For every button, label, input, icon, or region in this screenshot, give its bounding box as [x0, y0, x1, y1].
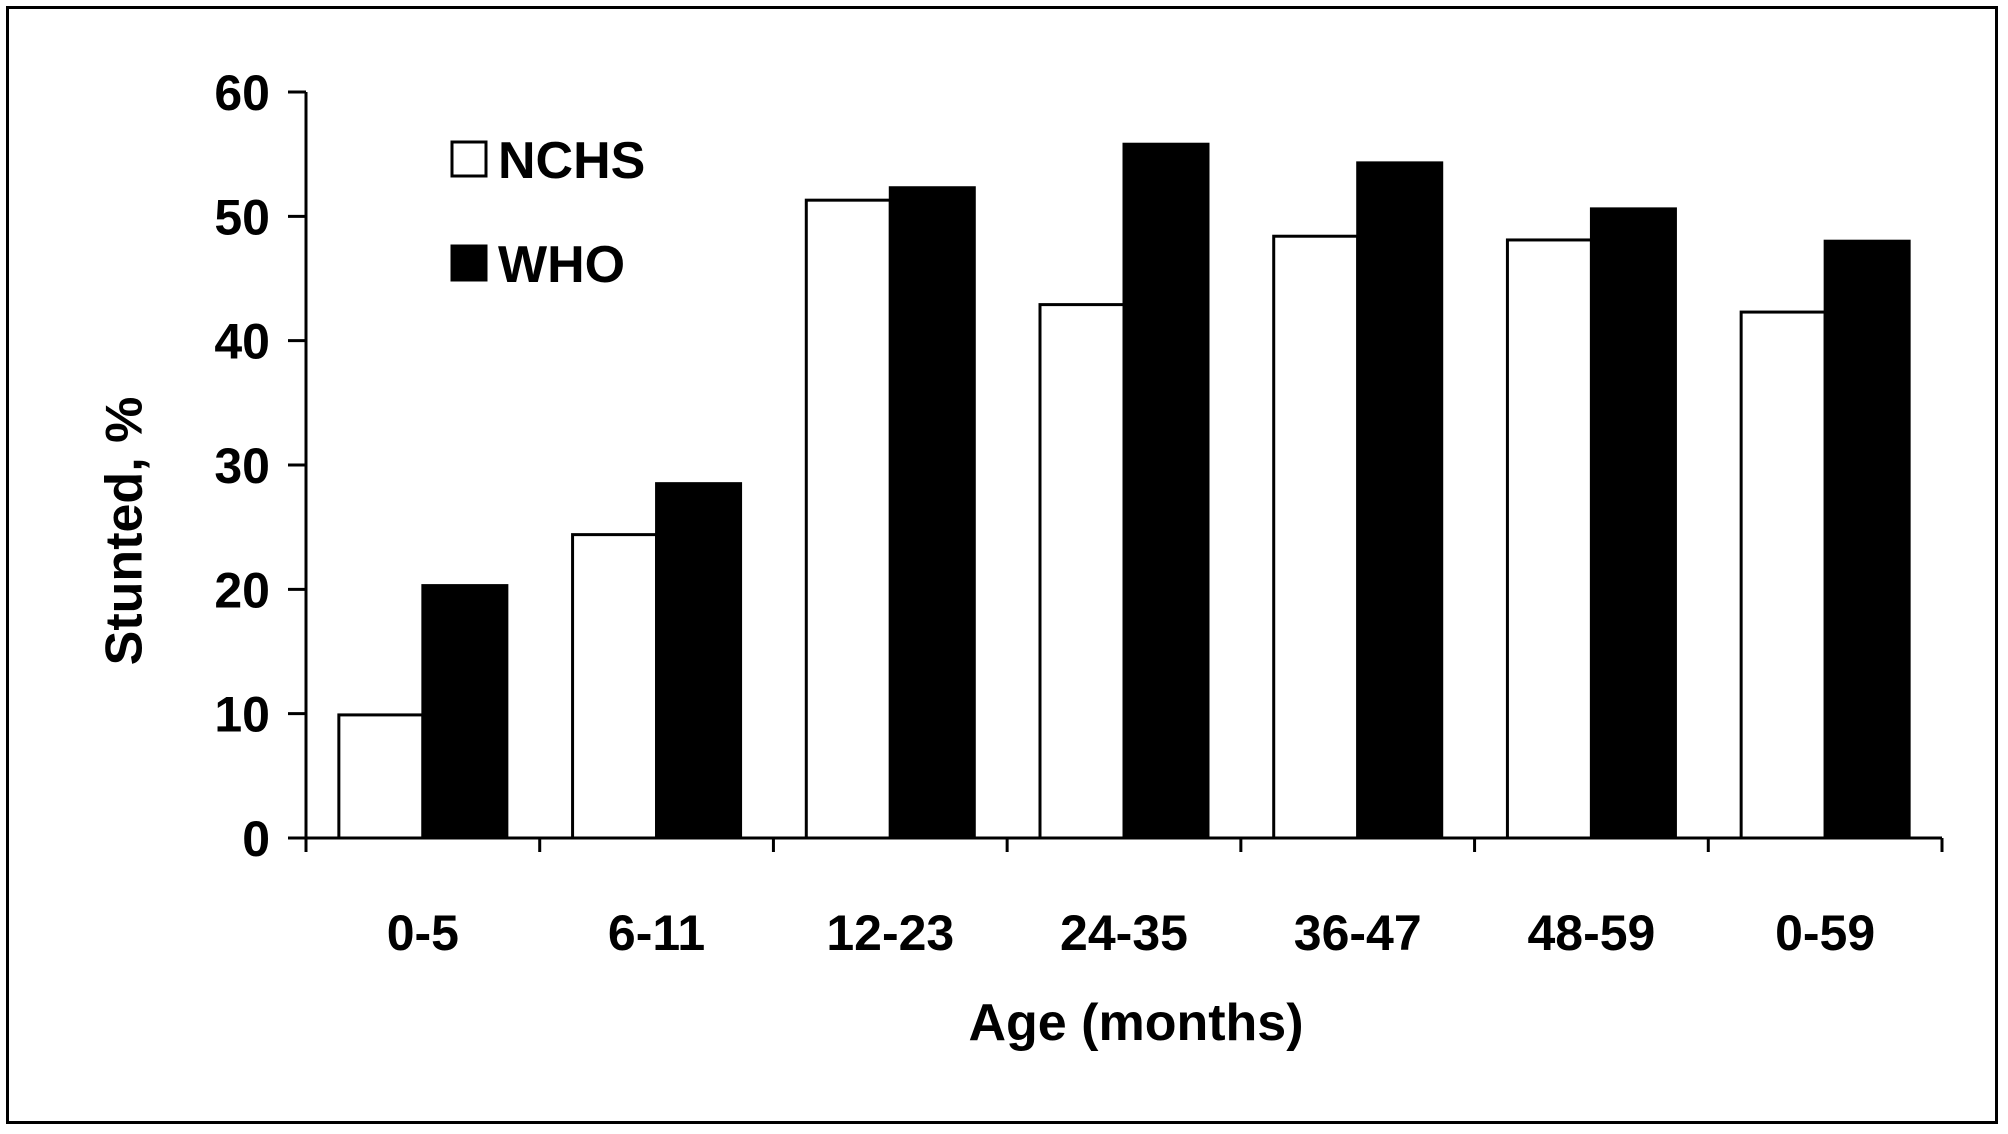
x-axis-title: Age (months): [968, 994, 1303, 1052]
y-tick-label: 30: [214, 438, 270, 494]
y-tick-label: 50: [214, 189, 270, 245]
y-tick-label: 20: [214, 562, 270, 618]
bar-nchs-36-47: [1272, 234, 1360, 840]
x-tick-label: 48-59: [1527, 905, 1655, 961]
y-tick-label: 40: [214, 314, 270, 370]
x-tick-label: 0-5: [387, 905, 459, 961]
bars-layer: [337, 142, 1911, 840]
bar-who-48-59: [1589, 207, 1677, 840]
bar-who-6-11: [655, 482, 743, 840]
bar-who-0-59: [1823, 239, 1911, 840]
y-tick-label: 10: [214, 687, 270, 743]
y-tick-label: 0: [242, 811, 270, 867]
x-tick-label: 36-47: [1294, 905, 1422, 961]
bar-who-12-23: [888, 186, 976, 840]
legend-label-who: WHO: [498, 236, 625, 294]
bar-nchs-24-35: [1038, 303, 1126, 840]
bar-nchs-6-11: [571, 533, 659, 840]
legend-swatch-nchs: [450, 140, 488, 178]
x-tick-label: 24-35: [1060, 905, 1188, 961]
bar-who-36-47: [1356, 161, 1444, 840]
legend-label-nchs: NCHS: [498, 132, 645, 190]
bar-nchs-0-5: [337, 713, 425, 840]
legend: NCHS WHO: [450, 132, 645, 294]
x-tick-label: 0-59: [1775, 905, 1875, 961]
ticks-layer: 0 10 20 30 40 50 60 0-5 6-11 12-23 24-35 36-47 48-59…: [214, 65, 1944, 961]
bar-nchs-12-23: [804, 198, 892, 840]
bar-nchs-0-59: [1739, 310, 1827, 840]
bar-who-24-35: [1122, 142, 1210, 840]
x-tick-label: 12-23: [826, 905, 954, 961]
y-tick-label: 60: [214, 65, 270, 121]
bar-nchs-48-59: [1505, 238, 1593, 840]
axes-layer: [304, 92, 1942, 850]
y-axis-title: Stunted, %: [96, 397, 154, 666]
bar-who-0-5: [421, 584, 509, 840]
x-tick-label: 6-11: [608, 905, 705, 961]
legend-swatch-who: [450, 244, 488, 282]
